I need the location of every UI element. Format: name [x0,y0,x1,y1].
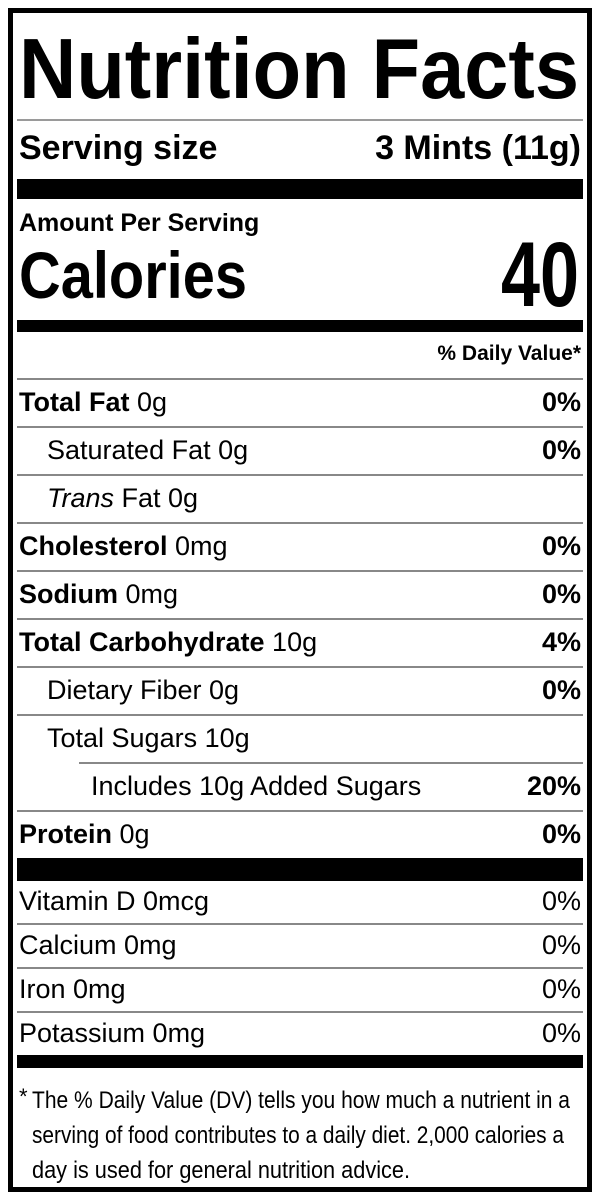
nutrient-row-sodium: Sodium 0mg 0% [17,570,583,618]
added-sugars-percent: 20% [526,771,581,801]
nutrient-row-total-sugars: Total Sugars 10g [17,714,583,762]
nutrient-row-added-sugars: Includes 10g Added Sugars 20% [17,762,583,810]
vitamin-row-iron: Iron 0mg 0% [17,967,583,1011]
thick-bar-middle [17,858,583,881]
serving-size-row: Serving size 3 Mints (11g) [17,121,583,179]
daily-value-header: % Daily Value* [437,342,581,365]
nutrient-row-dietary-fiber: Dietary Fiber 0g 0% [17,666,583,714]
nutrient-row-cholesterol: Cholesterol 0mg 0% [17,522,583,570]
amount-per-serving-label: Amount Per Serving [19,209,260,237]
total-fat-percent: 0% [541,387,581,417]
nutrient-row-total-carbohydrate: Total Carbohydrate 10g 4% [17,618,583,666]
nutrient-row-total-fat: Total Fat 0g 0% [17,378,583,426]
footnote-line-3: day is used for general nutrition advice… [32,1157,410,1184]
nutrient-row-trans-fat: Trans Fat 0g [17,474,583,522]
calcium-percent: 0% [541,930,581,960]
protein-percent: 0% [541,819,581,849]
total-carbohydrate-percent: 4% [541,627,581,657]
potassium-percent: 0% [541,1018,581,1048]
label-title: Nutrition Facts [19,26,579,112]
footnote-line-1: The % Daily Value (DV) tells you how muc… [32,1087,571,1114]
calories-value: 40 [501,236,579,310]
dietary-fiber-percent: 0% [541,675,581,705]
vitamin-row-vitamin-d: Vitamin D 0mcg 0% [19,886,581,916]
svg-text:serving of food contributes to: serving of food contributes to a daily d… [32,1122,565,1149]
nutrient-rows: Total Fat 0g 0% Saturated Fat 0g 0% Tran… [17,378,583,858]
svg-text:day is used for general nutrit: day is used for general nutrition advice… [32,1157,410,1184]
calories-label: Calories [19,244,247,310]
bar-below-calories [17,320,583,332]
footnote-asterisk: * [19,1084,28,1109]
saturated-fat-percent: 0% [541,435,581,465]
footnote-line-2: serving of food contributes to a daily d… [32,1122,565,1149]
svg-text:Calories: Calories [19,244,247,310]
daily-value-footnote: * The % Daily Value (DV) tells you how m… [17,1082,583,1187]
vitamin-row-calcium: Calcium 0mg 0% [17,923,583,967]
cholesterol-percent: 0% [541,531,581,561]
label-title-text: Nutrition Facts [19,26,579,112]
iron-percent: 0% [541,974,581,1004]
bar-above-footnote [17,1055,583,1068]
sodium-percent: 0% [541,579,581,609]
nutrient-row-saturated-fat: Saturated Fat 0g 0% [17,426,583,474]
vitamin-d-percent: 0% [541,886,581,916]
vitamin-row-potassium: Potassium 0mg 0% [17,1011,583,1055]
calories-row: Calories 40 [17,236,583,310]
svg-text:The % Daily Value (DV) tells y: The % Daily Value (DV) tells you how muc… [32,1087,571,1114]
serving-size-value: 3 Mints (11g) [375,129,581,167]
nutrient-row-protein: Protein 0g 0% [17,810,583,858]
vitamin-rows: Vitamin D 0mcg 0% Calcium 0mg 0% Iron 0m… [17,881,583,1055]
serving-size-label: Serving size [19,129,218,167]
svg-text:40: 40 [501,236,579,310]
nutrition-facts-label: Nutrition Facts Serving size 3 Mints (11… [8,8,592,1192]
thick-bar-top [17,179,583,199]
title-divider [17,119,583,121]
